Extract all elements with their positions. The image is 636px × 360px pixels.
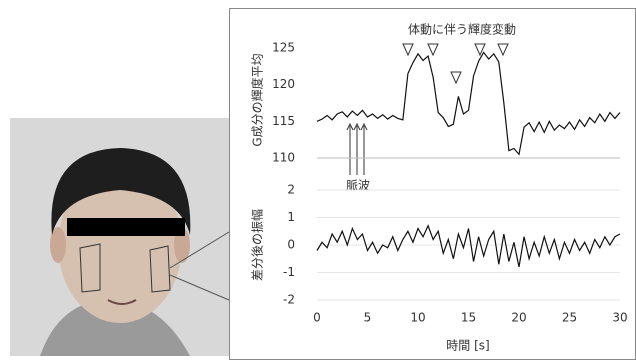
y-tick-label: 2	[287, 183, 295, 197]
y-tick-label: -1	[283, 265, 295, 279]
data-line	[317, 52, 620, 154]
annotation-arrows	[347, 124, 367, 175]
chart-title: 体動に伴う輝度変動	[408, 22, 516, 37]
y-tick-label: 1	[287, 210, 295, 224]
photo	[10, 118, 230, 356]
data-line	[317, 226, 620, 267]
y-tick-label: 115	[272, 114, 295, 128]
y-tick-label: -2	[283, 293, 295, 307]
x-tick-label: 0	[313, 311, 321, 325]
figure: 体動に伴う輝度変動 G成分の輝度平均 差分後の振幅 時間 [s] 脈波 1101…	[0, 0, 636, 360]
x-tick-label: 15	[461, 311, 476, 325]
x-tick-label: 20	[511, 311, 526, 325]
x-tick-label: 30	[612, 311, 627, 325]
x-tick-label: 10	[410, 311, 425, 325]
y-tick-label: 110	[272, 151, 295, 165]
y-tick-label: 0	[287, 238, 295, 252]
y-tick-label: 120	[272, 77, 295, 91]
x-tick-label: 25	[562, 311, 577, 325]
x-tick-label: 5	[364, 311, 372, 325]
x-axis-label: 時間 [s]	[446, 339, 489, 353]
y-tick-label: 125	[272, 41, 295, 55]
y-axis-label: 差分後の振幅	[250, 209, 265, 281]
event-markers	[403, 44, 508, 83]
y-axis-label: G成分の輝度平均	[250, 53, 265, 146]
